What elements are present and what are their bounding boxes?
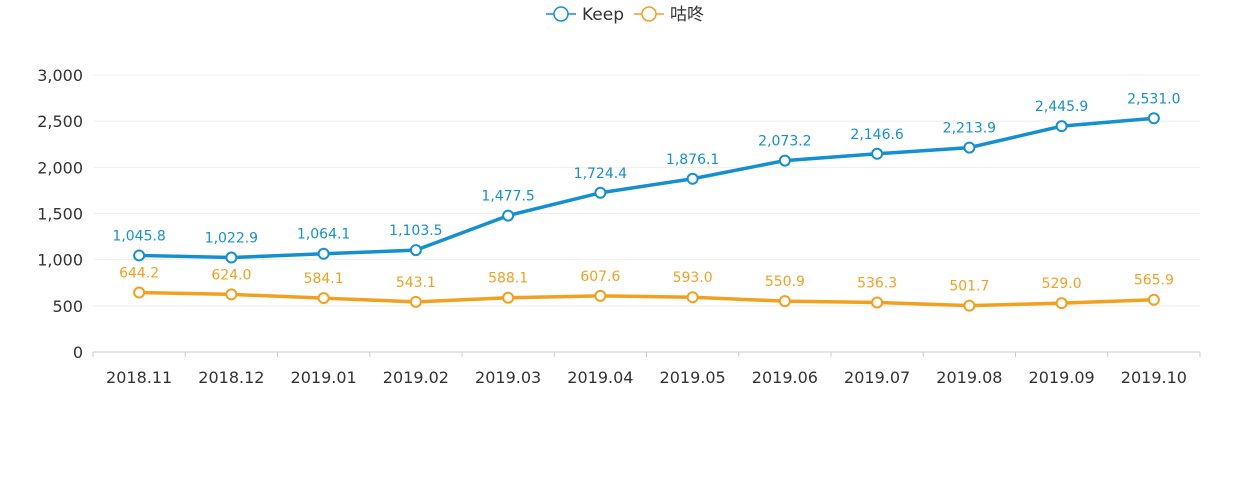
data-point[interactable] (1055, 120, 1068, 133)
data-label: 607.6 (580, 269, 620, 285)
x-tick-label: 2019.05 (660, 368, 726, 387)
data-label: 536.3 (857, 275, 897, 291)
data-point[interactable] (778, 295, 791, 308)
data-label: 624.0 (211, 267, 251, 283)
legend-item[interactable]: Keep (546, 5, 624, 25)
data-label: 2,445.9 (1035, 99, 1088, 115)
data-label: 593.0 (673, 270, 713, 286)
x-tick-label: 2019.02 (383, 368, 449, 387)
data-label: 2,146.6 (850, 127, 904, 143)
y-tick-label: 1,500 (37, 205, 83, 224)
data-label: 1,064.1 (297, 227, 350, 243)
data-label: 543.1 (396, 275, 436, 291)
y-tick-label: 0 (73, 343, 83, 362)
data-point[interactable] (409, 244, 422, 257)
grid-lines (93, 74, 1200, 307)
data-label: 550.9 (765, 274, 805, 290)
legend-marker-icon (641, 6, 657, 22)
data-point[interactable] (1055, 297, 1068, 310)
data-label: 2,531.0 (1127, 91, 1180, 107)
x-tick-label: 2018.11 (106, 368, 172, 387)
series-line[interactable] (139, 290, 1154, 308)
data-label: 644.2 (119, 266, 159, 282)
data-point[interactable] (409, 295, 422, 308)
legend-label: 咕咚 (670, 5, 704, 25)
legend-item[interactable]: 咕咚 (634, 5, 704, 25)
x-tick-label: 2019.01 (291, 368, 357, 387)
legend-label: Keep (582, 5, 624, 25)
x-tick-label: 2019.06 (752, 368, 818, 387)
data-point[interactable] (686, 172, 699, 185)
data-point[interactable] (1147, 112, 1160, 125)
data-point[interactable] (317, 247, 330, 260)
data-point[interactable] (1147, 293, 1160, 306)
data-point[interactable] (502, 291, 515, 304)
y-tick-label: 2,500 (37, 112, 83, 131)
data-label: 1,045.8 (112, 228, 165, 244)
data-label: 584.1 (304, 271, 344, 287)
x-tick-label: 2019.04 (567, 368, 633, 387)
data-point[interactable] (502, 209, 515, 222)
data-label: 1,876.1 (666, 152, 719, 168)
x-tick-label: 2019.03 (475, 368, 541, 387)
data-point[interactable] (871, 147, 884, 160)
data-label: 1,477.5 (481, 189, 534, 205)
data-point[interactable] (963, 299, 976, 312)
series-layer (133, 112, 1160, 312)
y-tick-label: 2,000 (37, 158, 83, 177)
data-point[interactable] (317, 292, 330, 305)
data-point[interactable] (871, 296, 884, 309)
data-label: 1,724.4 (574, 166, 628, 182)
data-point[interactable] (133, 249, 146, 262)
series-1[interactable] (133, 286, 1160, 312)
data-point[interactable] (594, 289, 607, 302)
data-point[interactable] (594, 186, 607, 199)
data-point[interactable] (225, 288, 238, 301)
series-line[interactable] (139, 116, 1155, 260)
x-tick-label: 2019.07 (844, 368, 910, 387)
data-label: 2,073.2 (758, 134, 811, 150)
series-0[interactable] (133, 112, 1160, 264)
data-label: 1,022.9 (205, 231, 258, 247)
x-tick-label: 2018.12 (198, 368, 264, 387)
data-label: 588.1 (488, 271, 528, 287)
y-tick-label: 3,000 (37, 66, 83, 85)
data-label: 501.7 (949, 279, 989, 295)
x-tick-label: 2019.08 (936, 368, 1002, 387)
data-point[interactable] (133, 286, 146, 299)
data-label: 565.9 (1134, 273, 1174, 289)
y-tick-label: 1,000 (37, 251, 83, 270)
legend-marker-icon (553, 6, 569, 22)
axes: 2018.11 2018.12 2019.01 2019.02 2019.03 2019.… (37, 66, 1201, 387)
legend[interactable]: Keep 咕咚 (546, 5, 704, 25)
data-point[interactable] (686, 291, 699, 304)
data-point[interactable] (225, 251, 238, 264)
x-tick-label: 2019.10 (1121, 368, 1187, 387)
data-point[interactable] (963, 141, 976, 154)
data-point[interactable] (778, 154, 791, 167)
data-labels: 1,045.8 1,022.9 1,064.1 1,103.5 1,477.5 1,724… (112, 91, 1180, 294)
y-tick-label: 500 (52, 297, 83, 316)
x-tick-label: 2019.09 (1029, 368, 1095, 387)
data-label: 2,213.9 (943, 121, 996, 137)
data-label: 529.0 (1042, 276, 1082, 292)
data-label: 1,103.5 (389, 223, 442, 239)
